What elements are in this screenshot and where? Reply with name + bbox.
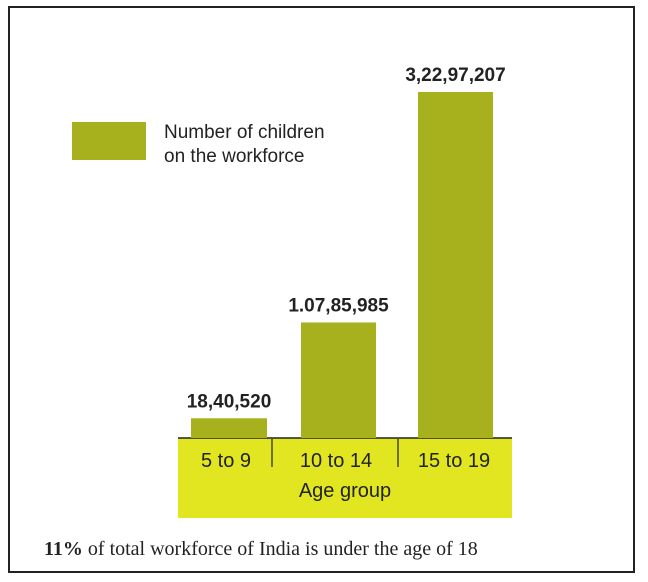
- legend-label-line1: Number of children: [164, 122, 325, 143]
- footnote: 11% of total workforce of India is under…: [44, 538, 478, 561]
- x-axis-title: Age group: [299, 480, 391, 502]
- bar-value-label: 18,40,520: [187, 391, 272, 412]
- bar-value-label: 1.07,85,985: [288, 295, 389, 316]
- legend-label-line2: on the workforce: [164, 146, 304, 167]
- x-tick-label: 15 to 19: [418, 450, 490, 472]
- bar-1: [191, 418, 267, 438]
- legend-swatch: [72, 122, 146, 160]
- bar-3: [418, 92, 493, 438]
- bar-2: [301, 322, 376, 438]
- x-tick-label: 10 to 14: [300, 450, 372, 472]
- x-tick-label: 5 to 9: [201, 450, 251, 472]
- bars-group: [191, 92, 493, 438]
- footnote-text: of total workforce of India is under the…: [82, 538, 478, 560]
- x-axis-band: [178, 438, 512, 518]
- bar-labels-group: 18,40,520 1.07,85,985 3,22,97,207: [187, 65, 506, 412]
- footnote-highlight: 11%: [44, 538, 83, 560]
- tick-labels-group: 5 to 9 10 to 14 15 to 19: [201, 450, 490, 472]
- bar-value-label: 3,22,97,207: [405, 65, 505, 86]
